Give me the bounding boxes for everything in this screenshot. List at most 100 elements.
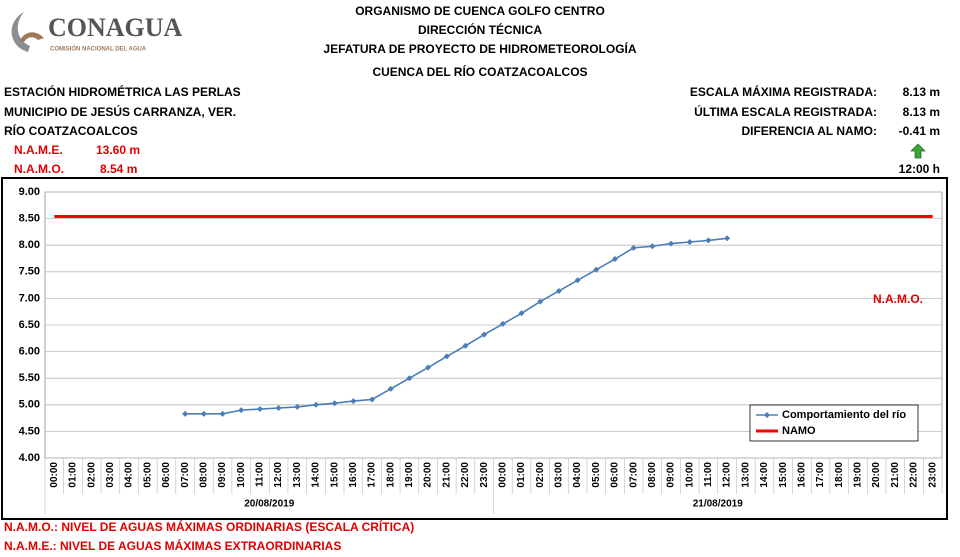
data-point bbox=[481, 331, 488, 338]
logo-text: CONAGUA bbox=[48, 13, 183, 42]
x-tick-label: 23:00 bbox=[927, 462, 938, 488]
x-tick-label: 16:00 bbox=[348, 462, 359, 488]
x-tick-label: 01:00 bbox=[68, 462, 79, 488]
data-point bbox=[724, 235, 731, 242]
logo-subtitle: COMISIÓN NACIONAL DEL AGUA bbox=[50, 45, 147, 53]
x-tick-label: 14:00 bbox=[311, 462, 322, 488]
x-tick-label: 10:00 bbox=[684, 462, 695, 488]
x-tick-label: 15:00 bbox=[778, 462, 789, 488]
x-tick-label: 19:00 bbox=[404, 462, 415, 488]
x-tick-label: 12:00 bbox=[273, 462, 284, 488]
annotation: N.A.M.O. bbox=[873, 292, 923, 306]
data-point bbox=[350, 398, 357, 405]
legend-label: NAMO bbox=[782, 425, 816, 437]
data-point bbox=[331, 400, 338, 407]
legend bbox=[749, 404, 919, 442]
x-tick-label: 09:00 bbox=[217, 462, 228, 488]
data-point bbox=[312, 401, 319, 408]
series-line bbox=[185, 237, 728, 415]
data-point bbox=[443, 353, 450, 360]
y-tick-label: 8.00 bbox=[19, 239, 40, 251]
data-point bbox=[649, 243, 656, 250]
x-tick-label: 00:00 bbox=[49, 462, 60, 488]
x-tick-label: 23:00 bbox=[479, 462, 490, 488]
chart: 4.00 4.50 5.00 5.50 6.00 6.50 7.00 7.50 8.00 8.50… bbox=[19, 186, 943, 514]
x-tick-label: 21:00 bbox=[890, 462, 901, 488]
header-line: DIRECCIÓN TÉCNICA bbox=[418, 22, 542, 37]
date-label: 21/08/2019 bbox=[693, 499, 743, 510]
header-line: CUENCA DEL RÍO COATZACOALCOS bbox=[372, 64, 587, 79]
station-line: MUNICIPIO DE JESÚS CARRANZA, VER. bbox=[4, 104, 236, 119]
x-tick-label: 02:00 bbox=[535, 462, 546, 488]
y-tick-label: 9.00 bbox=[19, 186, 40, 198]
x-tick-label: 03:00 bbox=[554, 462, 565, 488]
footer-line: N.A.M.O.: NIVEL DE AGUAS MÁXIMAS ORDINAR… bbox=[4, 519, 414, 534]
stat-label: DIFERENCIA AL NAMO: bbox=[741, 124, 877, 138]
data-point bbox=[462, 342, 469, 349]
x-tick-label: 11:00 bbox=[703, 462, 714, 487]
data-point bbox=[518, 310, 525, 317]
data-point bbox=[182, 410, 189, 417]
x-tick-label: 15:00 bbox=[329, 462, 340, 488]
data-point bbox=[611, 256, 618, 263]
x-tick-label: 18:00 bbox=[834, 462, 845, 488]
x-tick-label: 09:00 bbox=[666, 462, 677, 488]
x-tick-label: 19:00 bbox=[853, 462, 864, 488]
x-tick-label: 04:00 bbox=[124, 462, 135, 488]
x-tick-label: 13:00 bbox=[740, 462, 751, 488]
x-tick-label: 20:00 bbox=[871, 462, 882, 488]
data-point bbox=[275, 404, 282, 411]
data-point bbox=[294, 403, 301, 410]
header-line: ORGANISMO DE CUENCA GOLFO CENTRO bbox=[355, 4, 605, 18]
x-tick-label: 17:00 bbox=[815, 462, 826, 488]
x-tick-label: 06:00 bbox=[610, 462, 621, 488]
y-tick-label: 7.50 bbox=[19, 266, 40, 278]
x-tick-label: 04:00 bbox=[572, 462, 583, 488]
x-tick-label: 07:00 bbox=[180, 462, 191, 488]
x-tick-label: 00:00 bbox=[497, 462, 508, 488]
x-tick-label: 20:00 bbox=[423, 462, 434, 488]
legend-label: Comportamiento del río bbox=[782, 409, 906, 421]
x-tick-label: 10:00 bbox=[236, 462, 247, 488]
data-point bbox=[537, 298, 544, 305]
x-tick-label: 14:00 bbox=[759, 462, 770, 488]
level-value: 8.54 m bbox=[100, 162, 137, 176]
logo: CONAGUA COMISIÓN NACIONAL DEL AGUA bbox=[11, 12, 183, 53]
x-tick-label: 13:00 bbox=[292, 462, 303, 488]
x-tick-label: 22:00 bbox=[909, 462, 920, 488]
data-point bbox=[630, 244, 637, 251]
stat-value: -0.41 m bbox=[899, 124, 940, 138]
x-tick-label: 02:00 bbox=[86, 462, 97, 488]
logo-mark bbox=[11, 12, 30, 52]
data-point bbox=[668, 240, 675, 247]
x-tick-label: 05:00 bbox=[142, 462, 153, 488]
data-point bbox=[705, 237, 712, 244]
data-point bbox=[256, 406, 263, 413]
x-tick-label: 08:00 bbox=[647, 462, 658, 488]
data-point bbox=[200, 410, 207, 417]
x-tick-label: 12:00 bbox=[722, 462, 733, 488]
x-tick-label: 07:00 bbox=[628, 462, 639, 488]
data-point bbox=[238, 407, 245, 414]
data-point bbox=[593, 266, 600, 273]
logo-mark bbox=[20, 32, 44, 42]
date-label: 20/08/2019 bbox=[244, 499, 294, 510]
stat-label: ESCALA MÁXIMA REGISTRADA: bbox=[690, 84, 877, 99]
header-line: JEFATURA DE PROYECTO DE HIDROMETEOROLOGÍ… bbox=[323, 41, 636, 56]
x-tick-label: 22:00 bbox=[460, 462, 471, 488]
y-tick-label: 7.00 bbox=[19, 292, 40, 304]
stat-value: 8.13 m bbox=[903, 105, 940, 119]
data-point bbox=[219, 410, 226, 417]
x-tick-label: 11:00 bbox=[255, 462, 266, 487]
footer-line: N.A.M.E.: NIVEL DE AGUAS MÁXIMAS EXTRAOR… bbox=[4, 538, 341, 553]
x-tick-label: 08:00 bbox=[198, 462, 209, 488]
time: 12:00 h bbox=[899, 162, 940, 176]
data-point bbox=[387, 385, 394, 392]
x-tick-label: 03:00 bbox=[105, 462, 116, 488]
x-tick-label: 06:00 bbox=[161, 462, 172, 488]
level-label: N.A.M.E. bbox=[14, 143, 63, 157]
y-tick-label: 6.00 bbox=[19, 346, 40, 358]
y-tick-label: 4.00 bbox=[19, 452, 40, 464]
station-line: ESTACIÓN HIDROMÉTRICA LAS PERLAS bbox=[4, 84, 241, 99]
